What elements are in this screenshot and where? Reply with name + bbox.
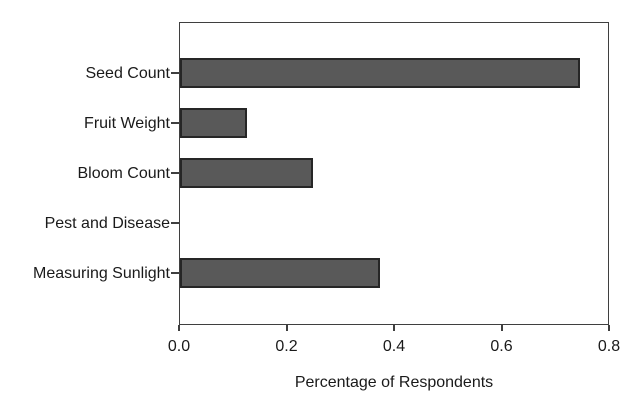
x-axis-tick-label-0.6: 0.6	[490, 338, 513, 355]
y-axis-tick-measuring-sunlight	[171, 272, 180, 274]
x-axis-tick-0.2	[285, 325, 288, 331]
x-axis: 0.0 0.2 0.4 0.6 0.8	[168, 325, 620, 365]
category-label-fruit-weight: Fruit Weight	[84, 114, 170, 132]
x-axis-tick-0.6	[500, 325, 503, 331]
x-axis-tick-label-0.2: 0.2	[275, 338, 298, 355]
x-axis-tick-0.4	[393, 325, 395, 331]
x-axis-tick-0.0	[178, 325, 180, 331]
y-axis-category-labels: Seed Count Fruit Weight Bloom Count Pest an…	[0, 22, 170, 325]
bar-measuring-sunlight	[180, 258, 381, 288]
bar-bloom-count	[180, 158, 314, 188]
bar-seed-count	[180, 58, 581, 88]
bar-fruit-weight	[180, 108, 247, 138]
plot-area	[171, 22, 609, 325]
category-label-seed-count: Seed Count	[85, 64, 170, 82]
x-axis-tick-0.8	[608, 325, 610, 331]
category-label-bloom-count: Bloom Count	[77, 164, 171, 182]
category-label-pest-and-disease: Pest and Disease	[44, 214, 170, 232]
x-axis-tick-label-0.8: 0.8	[597, 338, 621, 355]
y-axis-tick-fruit-weight	[171, 122, 180, 124]
y-axis-tick-seed-count	[171, 72, 180, 74]
x-axis-title: Percentage of Respondents	[294, 374, 494, 391]
category-label-measuring-sunlight: Measuring Sunlight	[33, 264, 170, 282]
x-axis-tick-label-0.4: 0.4	[382, 338, 406, 355]
y-axis-tick-pest-and-disease	[171, 222, 180, 224]
x-axis-tick-label-0.0: 0.0	[167, 338, 191, 355]
y-axis-tick-bloom-count	[171, 172, 180, 174]
